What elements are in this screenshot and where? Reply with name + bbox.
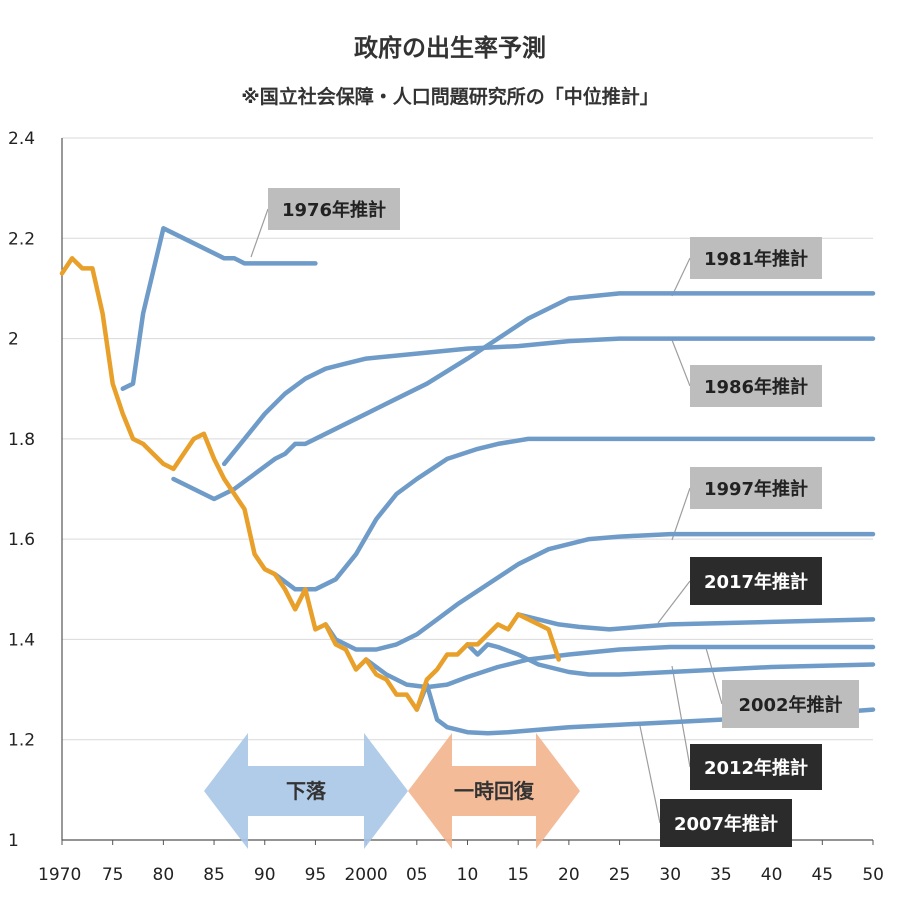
x-tick-label-12: 30 [659, 865, 681, 885]
x-tick-label-6: 2000 [344, 865, 387, 885]
series-label-2: 1986年推計 [704, 376, 808, 398]
projection-line-1 [171, 291, 876, 502]
series-label-6: 2012年推計 [704, 757, 808, 779]
y-tick-label-3: 1.6 [8, 530, 35, 550]
y-tick-label-4: 1.8 [8, 430, 35, 450]
series-label-1: 1981年推計 [704, 248, 808, 270]
series-label-box-5 [722, 680, 859, 728]
series-label-0: 1976年推計 [282, 199, 386, 221]
x-tick-label-10: 20 [558, 865, 580, 885]
projection-line-7 [465, 642, 876, 677]
projection-line-6 [363, 644, 876, 690]
y-tick-label-6: 2.2 [8, 229, 35, 249]
series-label-7: 2007年推計 [674, 813, 778, 835]
label-connector-0 [250, 208, 269, 258]
series-label-box-0 [268, 188, 400, 230]
y-tick-label-7: 2.4 [8, 129, 35, 149]
x-tick-label-2: 80 [153, 865, 175, 885]
arrow-decline-label: 下落 [286, 779, 327, 803]
series-label-5: 2002年推計 [738, 694, 842, 716]
x-tick-label-0: 1970 [38, 865, 81, 885]
projection-line-0 [120, 226, 318, 391]
label-connector-5 [705, 647, 723, 705]
x-tick-label-3: 85 [203, 865, 225, 885]
y-tick-label-1: 1.2 [8, 731, 35, 751]
x-tick-label-16: 50 [862, 865, 884, 885]
series-label-box-2 [690, 365, 822, 407]
label-connector-4 [657, 580, 691, 624]
chart-title: 政府の出生率予測 [354, 34, 546, 62]
series-label-3: 1997年推計 [704, 478, 808, 500]
projection-line-4 [323, 531, 876, 652]
y-tick-label-5: 2 [8, 330, 19, 350]
x-tick-label-13: 35 [710, 865, 732, 885]
x-tick-label-14: 40 [761, 865, 783, 885]
label-connector-2 [671, 339, 691, 387]
x-tick-label-1: 75 [102, 865, 124, 885]
y-tick-label-0: 1 [8, 831, 19, 851]
arrow-decline [204, 733, 408, 849]
x-tick-label-7: 05 [406, 865, 428, 885]
actual-fertility-line [59, 256, 561, 712]
series-label-box-1 [690, 237, 822, 279]
x-tick-label-15: 45 [811, 865, 833, 885]
projection-line-5 [414, 682, 876, 736]
series-label-box-4 [690, 557, 822, 605]
arrow-recovery [408, 733, 580, 849]
series-label-box-6 [690, 744, 822, 790]
label-connector-6 [671, 665, 691, 768]
x-tick-label-11: 25 [609, 865, 631, 885]
label-connector-7 [639, 725, 661, 824]
projection-line-3 [272, 436, 876, 592]
x-tick-label-4: 90 [254, 865, 276, 885]
projection-line-8 [515, 612, 876, 632]
x-tick-label-8: 10 [457, 865, 479, 885]
arrow-recovery-label: 一時回復 [454, 779, 535, 803]
label-connector-1 [671, 257, 691, 297]
chart-subtitle: ※国立社会保障・人口問題研究所の「中位推計」 [241, 86, 659, 108]
x-tick-label-5: 95 [305, 865, 327, 885]
series-label-box-7 [660, 799, 792, 847]
series-label-4: 2017年推計 [704, 571, 808, 593]
x-tick-label-9: 15 [507, 865, 529, 885]
label-connector-3 [671, 487, 691, 541]
projection-line-2 [221, 336, 876, 467]
series-label-box-3 [690, 467, 822, 509]
y-tick-label-2: 1.4 [8, 630, 35, 650]
